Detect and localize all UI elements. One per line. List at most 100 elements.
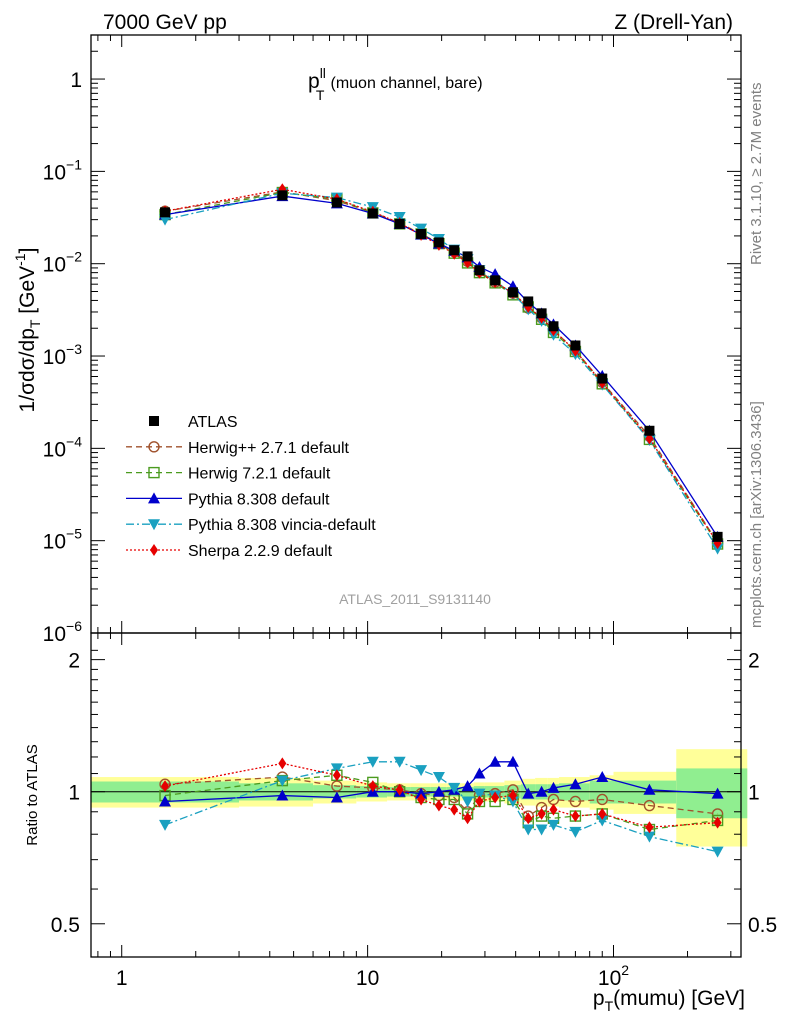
ratio-point-sherpa-2-2-9-default [463, 812, 472, 825]
ratio-y-tick-label-right: 0.5 [748, 914, 777, 937]
main-point-atlas [536, 308, 547, 319]
main-point-atlas [474, 265, 485, 276]
ratio-point-sherpa-2-2-9-default [368, 780, 377, 793]
y-tick-exp: −6 [66, 618, 82, 634]
main-point-atlas [367, 208, 378, 219]
ratio-point-pythia-8-308-default [522, 787, 535, 799]
x-tick-label: 10 [356, 967, 379, 990]
main-point-atlas [490, 275, 501, 286]
ratio-point-pythia-8-308-vincia-default [522, 824, 535, 836]
ratio-point-sherpa-2-2-9-default [332, 769, 341, 782]
y-tick-exp: −2 [66, 249, 82, 265]
y-tick-base: 10 [43, 254, 66, 277]
legend-marker-pythia-8-308-vincia-default [148, 519, 160, 531]
ratio-ylabel: Ratio to ATLAS [24, 744, 41, 845]
ratio-point-pythia-8-308-vincia-default [643, 831, 656, 843]
ratio-point-sherpa-2-2-9-default [549, 803, 558, 816]
main-point-atlas [462, 251, 473, 262]
ratio-point-sherpa-2-2-9-default [571, 810, 580, 823]
legend-label-pythia-8-308-vincia-default: Pythia 8.308 vincia-default [188, 517, 376, 534]
legend-label-pythia-8-308-default: Pythia 8.308 default [188, 491, 330, 508]
ratio-point-pythia-8-308-vincia-default [448, 782, 461, 794]
y-tick-label: 10−3 [43, 341, 83, 369]
ratio-point-sherpa-2-2-9-default [450, 803, 459, 816]
y-tick-exp: −4 [66, 433, 82, 449]
x-tick-base: 10 [598, 967, 621, 990]
y-tick-label: 10−6 [43, 618, 83, 646]
y-tick-label: 10−2 [43, 249, 83, 277]
ratio-point-sherpa-2-2-9-default [475, 795, 484, 808]
ratio-point-pythia-8-308-vincia-default [711, 846, 724, 858]
ratio-point-pythia-8-308-vincia-default [596, 815, 609, 827]
legend-marker-pythia-8-308-default [148, 492, 160, 504]
plot-title-rest: (muon channel, bare) [330, 75, 482, 92]
ratio-point-sherpa-2-2-9-default [395, 783, 404, 796]
ratio-point-herwig-2-7-1-default [643, 799, 656, 812]
main-point-pythia-8-308-vincia-default [159, 214, 172, 226]
ratio-point-pythia-8-308-default [276, 789, 289, 801]
ratio-point-sherpa-2-2-9-default [598, 807, 607, 820]
y-tick-base: 10 [43, 623, 66, 646]
rivet-version: Rivet 3.1.10, ≥ 2.7M events [748, 83, 765, 266]
legend-label-herwig-2-7-1-default: Herwig++ 2.7.1 default [188, 440, 350, 457]
ratio-point-sherpa-2-2-9-default [417, 793, 426, 806]
ratio-y-tick-label: 2 [68, 650, 80, 673]
ratio-y-tick-label-right: 2 [748, 650, 760, 673]
legend-label-atlas: ATLAS [188, 414, 238, 431]
main-point-atlas [644, 425, 655, 436]
legend-marker-atlas [149, 416, 159, 426]
main-point-atlas [331, 197, 342, 208]
ratio-y-tick-label-right: 1 [748, 782, 760, 805]
ratio-y-tick-label: 0.5 [51, 914, 80, 937]
plot-title-main: p [308, 70, 320, 93]
y-tick-label: 1 [70, 69, 82, 92]
main-ylabel: 1/σdσ/dpT [GeV-1] [12, 248, 43, 413]
plot-title-sub: T [316, 87, 325, 103]
ratio-point-sherpa-2-2-9-default [713, 816, 722, 829]
plot-title: pll T (muon channel, bare) [308, 65, 483, 103]
ratio-frame [90, 632, 742, 958]
ratio-point-pythia-8-308-default [461, 780, 474, 792]
ratio-point-pythia-8-308-vincia-default [159, 819, 172, 831]
y-tick-base: 10 [43, 438, 66, 461]
y-tick-base: 10 [43, 531, 66, 554]
x-axis-label: pT(mumu) [GeV] [593, 987, 745, 1014]
ratio-point-sherpa-2-2-9-default [537, 807, 546, 820]
main-point-atlas [394, 218, 405, 229]
legend: ATLAS Herwig++ 2.7.1 default Herwig 7.2.1 … [126, 414, 376, 560]
ratio-point-sherpa-2-2-9-default [161, 780, 170, 793]
x-tick-label: 102 [598, 962, 629, 990]
ratio-point-pythia-8-308-default [415, 787, 428, 799]
main-point-atlas [416, 228, 427, 239]
ratio-point-sherpa-2-2-9-default [524, 812, 533, 825]
main-point-atlas [548, 321, 559, 332]
ratio-point-pythia-8-308-vincia-default [366, 756, 379, 768]
ratio-point-pythia-8-308-vincia-default [432, 772, 445, 784]
legend-marker-herwig-7-2-1-default [148, 466, 160, 479]
ratio-point-pythia-8-308-default [643, 783, 656, 795]
ratio-point-pythia-8-308-vincia-default [547, 819, 560, 831]
main-point-atlas [570, 340, 581, 351]
x-tick-exp: 2 [621, 962, 629, 978]
ratio-point-pythia-8-308-default [159, 795, 172, 807]
ratio-point-pythia-8-308-vincia-default [535, 824, 548, 836]
ratio-point-pythia-8-308-vincia-default [393, 756, 406, 768]
main-point-atlas [277, 190, 288, 201]
ratio-point-pythia-8-308-default [569, 778, 582, 790]
ratio-point-herwig-2-7-1-default [569, 795, 582, 808]
ratio-point-pythia-8-308-default [596, 771, 609, 783]
y-tick-label: 10−1 [43, 156, 83, 184]
main-point-atlas [597, 373, 608, 384]
ratio-point-pythia-8-308-default [432, 785, 445, 797]
ratio-point-pythia-8-308-default [489, 755, 502, 767]
main-point-atlas [160, 207, 171, 218]
main-point-atlas [449, 245, 460, 256]
mcplots-credit: mcplots.cern.ch [arXiv:1306.3436] [748, 401, 765, 628]
ratio-point-pythia-8-308-default [473, 767, 486, 779]
header-right: Z (Drell-Yan) [614, 11, 733, 34]
analysis-watermark: ATLAS_2011_S9131140 [339, 591, 491, 607]
ratio-point-sherpa-2-2-9-default [434, 799, 443, 812]
tick-labels: 10−610−510−410−310−210−110.5 0.51 12 21 10 10… [43, 69, 778, 990]
legend-marker-sherpa-2-2-9-default [150, 544, 158, 556]
y-tick-exp: −3 [66, 341, 82, 357]
